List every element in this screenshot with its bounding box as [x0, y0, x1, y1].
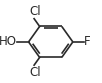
- Text: Cl: Cl: [29, 5, 41, 18]
- Text: HO: HO: [0, 35, 17, 48]
- Text: Cl: Cl: [29, 66, 41, 79]
- Text: F: F: [84, 35, 91, 48]
